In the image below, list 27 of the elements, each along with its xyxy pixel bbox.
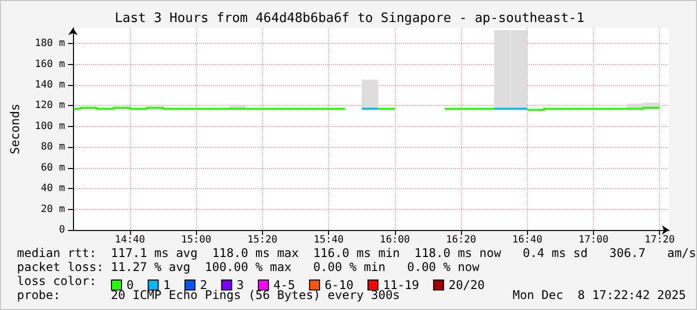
x-tick-label: 15:20 [247,234,278,246]
text: Mon Dec 8 17:22:42 2025 [512,288,686,302]
x-tick-label: 14:40 [114,234,146,246]
x-tick-label: 17:00 [578,234,609,246]
chart-title: Last 3 Hours from 464d48b6ba6f to Singapore - ap-southeast-1 [114,11,584,26]
x-tick-label: 16:20 [446,234,476,246]
y-tick-label: 140 m [34,79,65,90]
x-tick-label: 16:00 [380,234,410,246]
y-tick-label: 120 m [34,100,65,112]
x-tick-label: 15:00 [181,234,212,246]
y-tick-label: 100 m [34,120,65,132]
y-tick-label: 40 m [40,183,65,194]
text: median rtt: 117.1 ms avg 118.0 ms max 116.0 ms min 118.0 ms now 0.4 ms sd 306.7 am/s [17,246,696,260]
y-tick-label: 0 [58,224,65,236]
legend-title: loss color: [17,274,96,288]
y-axis-title: Seconds [8,104,22,154]
y-tick-label: 20 m [40,204,65,215]
bar [362,80,378,109]
y-tick-label: 160 m [34,58,65,70]
legend-label: 20/20 [448,278,485,292]
y-tick-label: 60 m [40,162,65,174]
x-tick-label: 15:40 [314,234,344,246]
text: packet loss: 11.27 % avg 100.00 % max 0.00 % min 0.00 % now [17,260,480,274]
y-tick-label: 180 m [34,38,65,50]
x-tick-label: 16:40 [512,234,542,246]
x-tick-label: 17:20 [644,234,675,246]
y-tick-label: 80 m [40,142,65,153]
